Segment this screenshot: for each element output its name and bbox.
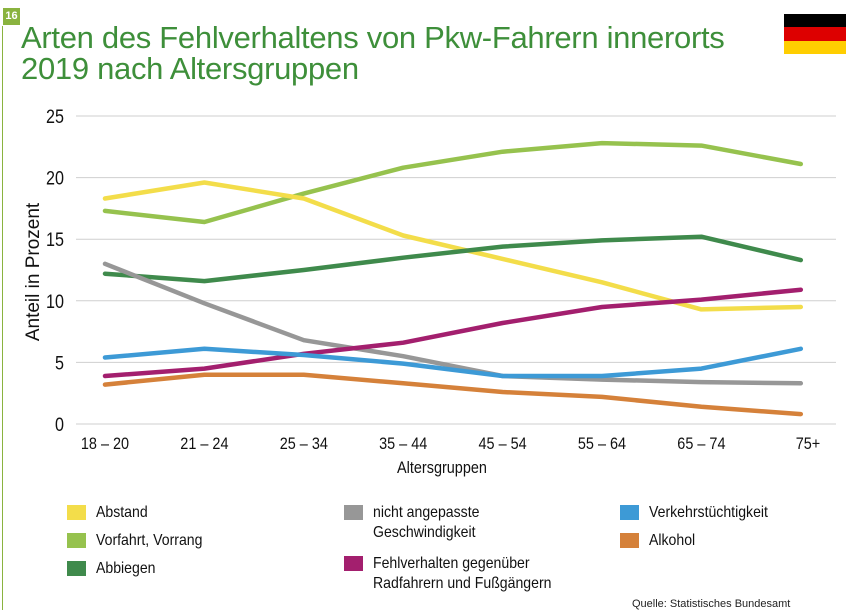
chart-title: Arten des Fehlverhaltens von Pkw-Fahrern… [21,22,741,84]
x-tick-label: 18 – 20 [81,435,129,453]
x-tick-label: 25 – 34 [280,435,328,453]
x-tick-label: 45 – 54 [479,435,527,453]
x-tick-label: 35 – 44 [379,435,427,453]
chart-title-line-2: 2019 nach Altersgruppen [21,51,359,86]
series-line [102,261,804,386]
flag-stripe-red [784,27,846,41]
series-line [102,234,804,284]
source-note: Quelle: Statistisches Bundesamt [632,598,791,610]
series-line [102,180,804,312]
x-tick-label: 55 – 64 [578,435,626,453]
chart-title-line-1: Arten des Fehlverhaltens von Pkw-Fahrern… [21,20,725,55]
x-tick-label: 21 – 24 [180,435,228,453]
frame-line [2,26,3,610]
flag-stripe-black [784,14,846,28]
series-line [102,287,804,379]
figure-number-badge: 16 [3,8,20,25]
germany-flag [784,14,846,55]
x-axis-label: Altersgruppen [397,459,487,477]
y-tick-label: 5 [55,352,64,374]
y-tick-label: 20 [46,167,64,189]
series-line [102,372,804,417]
y-tick-label: 25 [46,106,64,128]
series-line [102,140,804,225]
flag-stripe-gold [784,40,846,55]
y-tick-label: 10 [46,291,64,313]
y-axis-label: Anteil in Prozent [23,202,44,341]
y-tick-label: 15 [46,229,64,251]
x-tick-label: 75+ [796,435,821,453]
series-line [102,346,804,379]
y-tick-label: 0 [55,414,64,436]
x-tick-label: 65 – 74 [677,435,725,453]
